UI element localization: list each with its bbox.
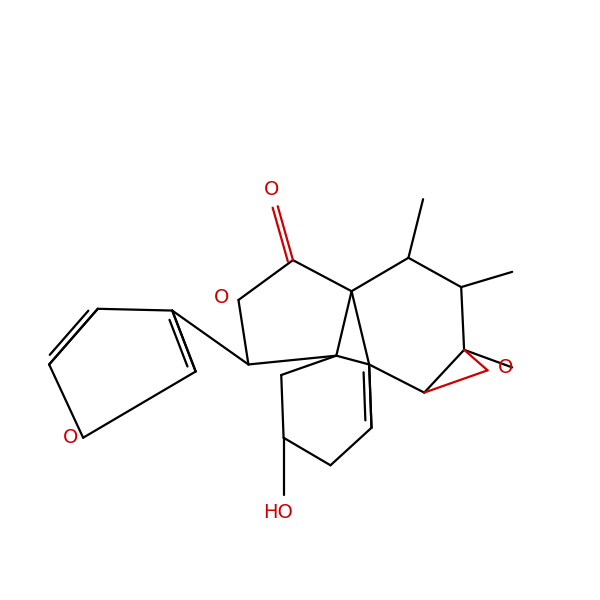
Text: O: O: [214, 288, 230, 307]
Text: O: O: [497, 358, 513, 377]
Text: O: O: [264, 181, 280, 199]
Text: HO: HO: [263, 503, 293, 521]
Text: O: O: [62, 428, 78, 447]
